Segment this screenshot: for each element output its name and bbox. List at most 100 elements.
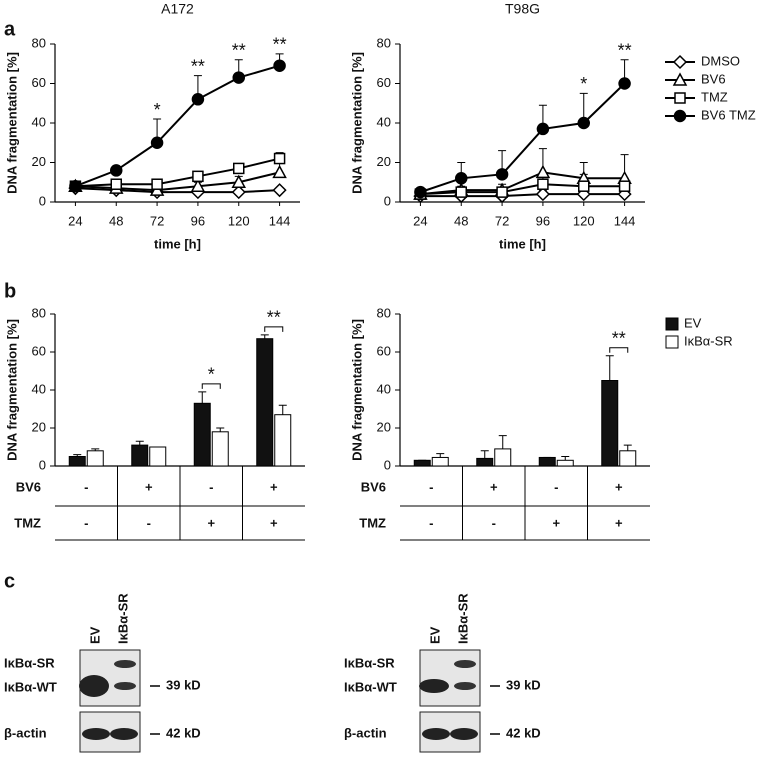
size-label: 39 kD xyxy=(166,677,201,692)
condition-sign: - xyxy=(429,515,433,530)
bar xyxy=(149,446,167,467)
x-axis-label: time [h] xyxy=(154,236,201,251)
legend-label: BV6 TMZ xyxy=(701,107,756,122)
data-point xyxy=(272,183,287,198)
band xyxy=(110,728,138,740)
legend-swatch xyxy=(665,335,679,349)
bar xyxy=(256,338,274,467)
band xyxy=(419,679,449,693)
condition-sign: + xyxy=(270,515,278,530)
legend-marker xyxy=(672,54,688,70)
data-point xyxy=(578,180,590,192)
lane-label: EV xyxy=(87,626,102,644)
legend-label: TMZ xyxy=(701,89,728,104)
data-point xyxy=(536,122,550,136)
data-point xyxy=(537,178,549,190)
band xyxy=(82,728,110,740)
data-point xyxy=(192,170,204,183)
bar xyxy=(601,380,619,467)
legend-swatch xyxy=(665,317,679,331)
x-tick-label: 72 xyxy=(495,213,509,228)
y-tick-label: 60 xyxy=(32,343,46,358)
y-tick-label: 80 xyxy=(32,305,46,320)
data-point xyxy=(618,180,631,192)
data-point xyxy=(618,77,631,90)
y-tick-label: 60 xyxy=(377,343,391,358)
chart-title: T98G xyxy=(505,1,540,17)
x-tick-label: 96 xyxy=(191,213,205,228)
significance-label: * xyxy=(580,74,587,94)
band xyxy=(450,728,478,740)
data-point xyxy=(273,152,286,165)
condition-sign: - xyxy=(84,479,88,494)
legend-marker xyxy=(674,92,686,104)
data-point xyxy=(110,164,123,177)
bar xyxy=(431,456,449,467)
error-bar xyxy=(498,435,507,449)
condition-label: TMZ xyxy=(359,515,386,530)
legend-marker xyxy=(672,72,688,86)
bar xyxy=(193,402,211,467)
condition-sign: + xyxy=(145,479,153,494)
y-tick-label: 40 xyxy=(32,381,46,396)
bar xyxy=(494,448,512,467)
significance-label: ** xyxy=(618,41,632,61)
error-bar xyxy=(605,355,614,381)
y-axis-label: DNA fragmentation [%] xyxy=(4,52,19,194)
size-label: 39 kD xyxy=(506,677,541,692)
condition-sign: - xyxy=(209,479,213,494)
condition-label: BV6 xyxy=(16,479,41,494)
band xyxy=(422,728,450,740)
condition-sign: + xyxy=(552,515,560,530)
condition-sign: - xyxy=(429,479,433,494)
condition-sign: - xyxy=(84,515,88,530)
bar xyxy=(538,456,556,467)
chart-title: A172 xyxy=(161,1,194,17)
band-label: IκBα-SR xyxy=(344,655,395,670)
significance-label: ** xyxy=(267,308,281,328)
error-bar xyxy=(260,334,269,339)
significance-label: ** xyxy=(232,41,246,61)
x-tick-label: 72 xyxy=(150,213,164,228)
panel-label: b xyxy=(4,280,16,302)
band-label: IκBα-WT xyxy=(4,679,57,694)
y-tick-label: 20 xyxy=(32,154,46,169)
y-tick-label: 40 xyxy=(377,381,391,396)
significance-label: * xyxy=(154,100,161,120)
legend-label: IκBα-SR xyxy=(684,333,733,348)
significance-bracket xyxy=(264,326,284,332)
bar xyxy=(68,456,86,467)
significance-bracket xyxy=(609,347,629,353)
x-tick-label: 120 xyxy=(573,213,595,228)
series-line xyxy=(75,171,280,192)
blot-frame xyxy=(419,649,481,707)
condition-sign: + xyxy=(270,479,278,494)
y-tick-label: 80 xyxy=(32,35,46,50)
data-point xyxy=(495,168,509,181)
data-point xyxy=(190,178,206,192)
y-tick-label: 60 xyxy=(377,75,391,90)
panel-label: a xyxy=(4,18,16,40)
band xyxy=(114,682,136,690)
data-point xyxy=(273,59,286,72)
error-bar xyxy=(480,450,489,459)
band xyxy=(79,675,109,697)
data-point xyxy=(535,164,551,179)
bar xyxy=(619,450,637,467)
bar xyxy=(413,459,431,467)
series-line xyxy=(75,157,280,188)
significance-label: ** xyxy=(273,35,287,55)
condition-sign: + xyxy=(490,479,498,494)
error-bar xyxy=(198,391,207,404)
y-axis-label: DNA fragmentation [%] xyxy=(349,319,364,461)
error-bar xyxy=(561,456,570,461)
data-point xyxy=(150,136,164,149)
series-line xyxy=(420,82,626,194)
band xyxy=(454,660,476,668)
significance-bracket xyxy=(201,383,221,389)
series-line xyxy=(75,64,280,188)
band-label: IκBα-WT xyxy=(344,679,397,694)
x-tick-label: 96 xyxy=(536,213,550,228)
condition-sign: - xyxy=(147,515,151,530)
